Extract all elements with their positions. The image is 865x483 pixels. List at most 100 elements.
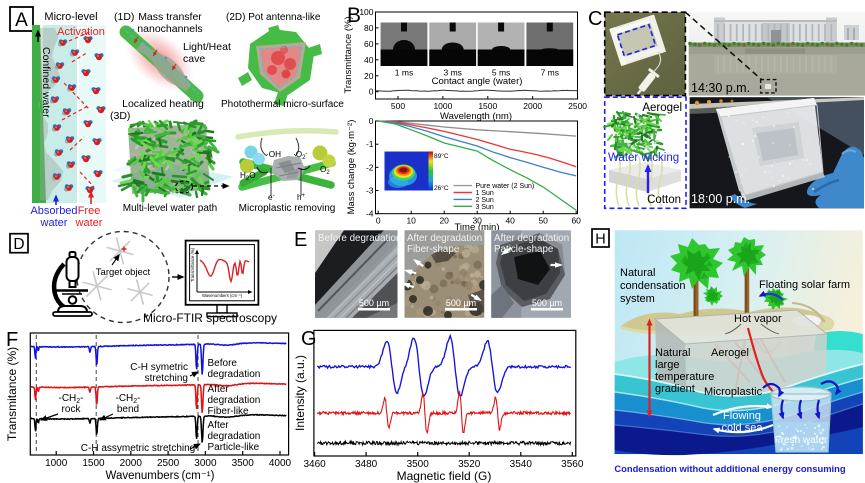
svg-text:Aerogel: Aerogel: [711, 347, 749, 359]
svg-text:500: 500: [391, 101, 405, 111]
svg-text:Confined water: Confined water: [40, 47, 52, 118]
svg-text:30: 30: [472, 216, 482, 226]
svg-text:2000: 2000: [523, 101, 542, 111]
svg-text:Aerogel: Aerogel: [642, 102, 682, 114]
svg-text:Transmittance (%): Transmittance (%): [190, 247, 195, 282]
svg-text:Light/Heat: Light/Heat: [183, 41, 231, 53]
svg-text:After: After: [208, 384, 230, 395]
svg-text:Pure water (2 Sun): Pure water (2 Sun): [476, 183, 535, 190]
svg-text:Mass transfer: Mass transfer: [138, 11, 202, 23]
svg-text:18:00 p.m.: 18:00 p.m.: [691, 192, 750, 206]
svg-text:O2: O2: [320, 165, 330, 176]
svg-text:14:30 p.m.: 14:30 p.m.: [691, 81, 750, 95]
svg-text:Water wicking: Water wicking: [608, 152, 679, 164]
svg-text:E: E: [294, 229, 307, 251]
svg-text:1000: 1000: [45, 458, 68, 469]
svg-text:h+: h+: [297, 193, 306, 202]
svg-text:3500: 3500: [407, 459, 430, 470]
svg-text:Localized heating: Localized heating: [122, 98, 204, 110]
svg-text:Transmitance (%): Transmitance (%): [5, 347, 19, 441]
svg-text:80: 80: [364, 23, 374, 33]
svg-text:40: 40: [505, 216, 515, 226]
svg-text:water: water: [75, 217, 103, 229]
svg-text:26°C: 26°C: [434, 184, 449, 192]
svg-text:Before: Before: [208, 358, 238, 369]
svg-text:500 µm: 500 µm: [359, 298, 389, 308]
svg-text:2500: 2500: [157, 458, 180, 469]
svg-text:Micro-FTIR spectroscopy: Micro-FTIR spectroscopy: [143, 311, 277, 325]
svg-text:Mass change (kg·m⁻²): Mass change (kg·m⁻²): [346, 120, 357, 215]
svg-text:Fiber-like: Fiber-like: [208, 406, 250, 417]
svg-text:3540: 3540: [510, 459, 533, 470]
svg-text:Micro-level: Micro-level: [44, 11, 97, 23]
svg-text:50: 50: [538, 216, 548, 226]
svg-text:Floating solar farm: Floating solar farm: [759, 279, 850, 291]
svg-text:After degradation: After degradation: [494, 233, 569, 244]
svg-text:cave: cave: [183, 53, 205, 65]
svg-text:3 ms: 3 ms: [443, 68, 461, 78]
svg-text:0: 0: [369, 116, 374, 126]
svg-text:2500: 2500: [568, 101, 587, 111]
svg-text:gradient: gradient: [655, 383, 695, 395]
svg-text:Transmittance (%): Transmittance (%): [343, 16, 354, 93]
svg-text:degradation: degradation: [208, 369, 261, 380]
svg-text:1 Sun: 1 Sun: [476, 190, 494, 197]
svg-text:3460: 3460: [303, 459, 326, 470]
svg-text:condensation: condensation: [620, 280, 685, 292]
svg-text:Cotton: Cotton: [647, 194, 681, 206]
svg-text:500 µm: 500 µm: [532, 298, 562, 308]
svg-text:40: 40: [364, 55, 374, 65]
svg-text:60: 60: [364, 39, 374, 49]
svg-text:C: C: [588, 8, 602, 30]
svg-text:1000: 1000: [433, 101, 452, 111]
svg-text:Fiber-shape: Fiber-shape: [407, 244, 460, 255]
svg-text:100: 100: [359, 7, 373, 17]
svg-text:3000: 3000: [194, 458, 217, 469]
svg-text:degradation: degradation: [208, 431, 261, 442]
svg-text:F: F: [6, 329, 18, 351]
svg-text:1 ms: 1 ms: [395, 68, 413, 78]
svg-text:Free: Free: [78, 205, 101, 217]
svg-text:water: water: [40, 217, 68, 229]
svg-text:Wavenumbers (cm⁻¹): Wavenumbers (cm⁻¹): [202, 293, 243, 298]
svg-text:Particle-like: Particle-like: [208, 442, 260, 453]
svg-text:60: 60: [571, 216, 581, 226]
svg-text:3480: 3480: [355, 459, 378, 470]
svg-text:H2O: H2O: [240, 171, 256, 182]
svg-text:Activation: Activation: [57, 26, 105, 38]
svg-text:Contact angle (water): Contact angle (water): [432, 76, 523, 87]
svg-text:Condensation without additiona: Condensation without additional energy c…: [614, 463, 846, 474]
svg-text:B: B: [347, 4, 361, 27]
svg-text:system: system: [620, 293, 655, 305]
svg-text:Hot vapor: Hot vapor: [734, 313, 782, 325]
svg-text:-3: -3: [366, 186, 374, 196]
svg-text:Microplastic: Microplastic: [704, 386, 763, 398]
svg-text:3520: 3520: [458, 459, 481, 470]
svg-text:degradation: degradation: [208, 395, 261, 406]
svg-text:Microplastic removing: Microplastic removing: [239, 203, 336, 214]
svg-text:Paticle-shape: Paticle-shape: [494, 244, 554, 255]
svg-text:3560: 3560: [561, 459, 584, 470]
svg-text:1500: 1500: [82, 458, 105, 469]
svg-text:4000: 4000: [269, 458, 292, 469]
svg-text:3 Sun: 3 Sun: [476, 204, 494, 211]
svg-text:Time (min): Time (min): [454, 222, 499, 233]
svg-text:After: After: [208, 420, 230, 431]
svg-text:Wavenumbers (cm⁻¹): Wavenumbers (cm⁻¹): [106, 470, 215, 482]
svg-text:5 ms: 5 ms: [492, 68, 510, 78]
svg-text:large: large: [655, 359, 679, 371]
svg-text:C-H symetric: C-H symetric: [130, 362, 188, 373]
svg-text:Natural: Natural: [620, 267, 655, 279]
svg-text:500 µm: 500 µm: [446, 298, 476, 308]
svg-text:e-: e-: [268, 193, 275, 202]
svg-text:D: D: [13, 236, 24, 253]
svg-text:(3D): (3D): [110, 110, 130, 122]
svg-text:·OH: ·OH: [266, 150, 281, 159]
svg-text:Multi-level water path: Multi-level water path: [123, 203, 217, 214]
svg-text:-1: -1: [366, 139, 374, 149]
svg-text:temperature: temperature: [655, 371, 714, 383]
svg-text:Fresh water: Fresh water: [775, 435, 828, 446]
svg-text:After degradation: After degradation: [407, 233, 482, 244]
svg-text:10: 10: [406, 216, 416, 226]
svg-text:-4: -4: [366, 209, 374, 219]
